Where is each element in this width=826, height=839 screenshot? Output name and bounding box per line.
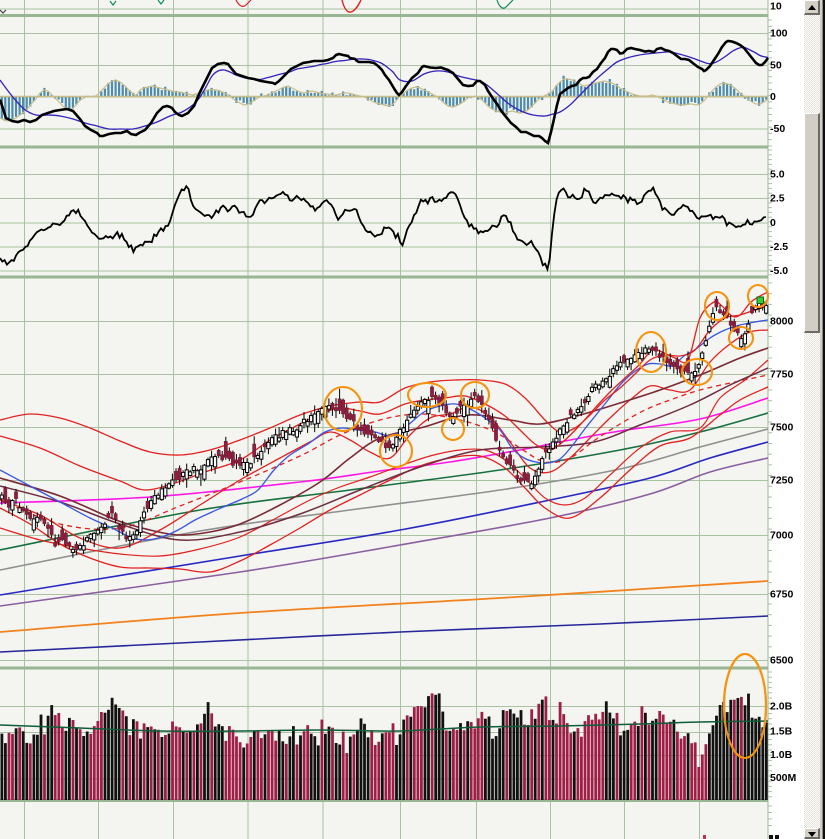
svg-text:500M: 500M xyxy=(770,772,797,784)
svg-text:6750: 6750 xyxy=(770,589,794,601)
svg-text:100: 100 xyxy=(770,28,788,40)
svg-text:5.0: 5.0 xyxy=(770,169,785,181)
svg-text:-5.0: -5.0 xyxy=(770,265,788,277)
svg-text:50: 50 xyxy=(770,60,782,72)
svg-text:0: 0 xyxy=(770,217,776,229)
svg-text:0: 0 xyxy=(770,91,776,103)
svg-text:7750: 7750 xyxy=(770,369,794,381)
svg-text:2.0B: 2.0B xyxy=(770,701,793,713)
svg-text:10: 10 xyxy=(770,1,782,13)
svg-text:-2.5: -2.5 xyxy=(770,241,788,253)
svg-text:8000: 8000 xyxy=(770,316,794,328)
svg-text:1.0B: 1.0B xyxy=(770,749,793,761)
svg-text:6500: 6500 xyxy=(770,655,794,667)
svg-text:7250: 7250 xyxy=(770,475,794,487)
svg-text:1.5B: 1.5B xyxy=(770,726,793,738)
svg-text:-50: -50 xyxy=(770,123,785,135)
svg-text:2.5: 2.5 xyxy=(770,193,785,205)
svg-text:7500: 7500 xyxy=(770,422,794,434)
svg-text:7000: 7000 xyxy=(770,530,794,542)
